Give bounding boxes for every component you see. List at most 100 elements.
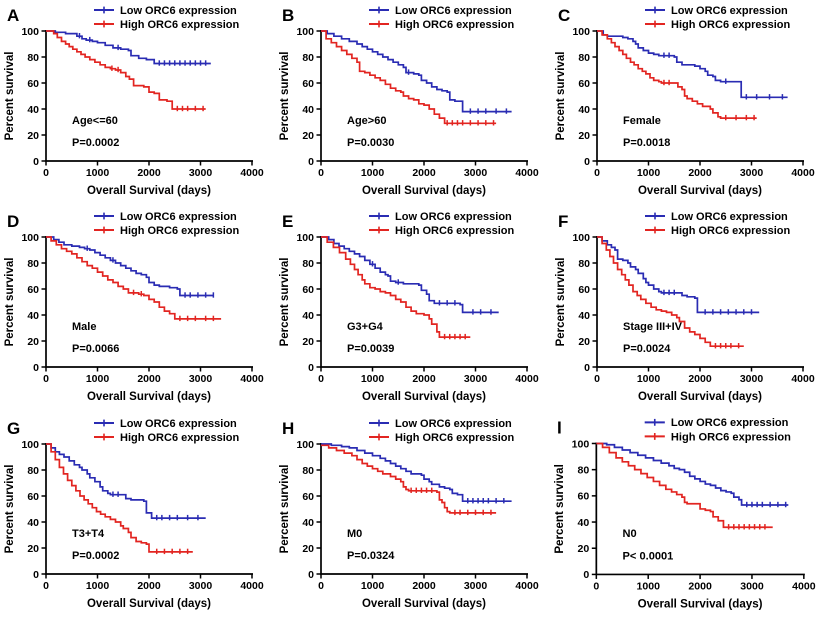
x-tick-label: 1000 (361, 373, 385, 385)
y-tick-label: 40 (578, 104, 590, 116)
y-tick-label: 60 (578, 284, 590, 296)
panel-letter: B (282, 6, 294, 25)
km-panel-A: A Low ORC6 expression High ORC6 expression… (0, 0, 275, 206)
x-tick-label: 0 (318, 167, 324, 179)
p-value-label: P=0.0018 (623, 137, 670, 149)
x-tick-label: 0 (594, 167, 600, 179)
km-chart-F: F Low ORC6 expression High ORC6 expression… (555, 211, 815, 403)
subgroup-label: G3+G4 (347, 321, 384, 333)
subgroup-label: Male (72, 321, 96, 333)
x-tick-label: 2000 (137, 373, 161, 385)
subgroup-label: T3+T4 (72, 528, 105, 540)
x-axis-title: Overall Survival (days) (87, 185, 211, 197)
y-axis-title: Percent survival (4, 465, 16, 554)
x-tick-label: 3000 (740, 581, 764, 593)
y-tick-label: 60 (27, 284, 39, 296)
subgroup-label: Female (623, 115, 661, 127)
km-panel-C: C Low ORC6 expression High ORC6 expression… (550, 0, 827, 206)
legend-label-high: High ORC6 expression (395, 432, 514, 444)
y-tick-label: 60 (302, 284, 314, 296)
x-axis-title: Overall Survival (days) (87, 391, 211, 403)
survival-curve-low (321, 30, 512, 113)
km-panel-E: E Low ORC6 expression High ORC6 expression… (275, 206, 550, 412)
subgroup-label: Age>60 (347, 115, 386, 127)
legend-label-low: Low ORC6 expression (120, 418, 237, 430)
x-tick-label: 0 (318, 580, 324, 592)
y-tick-label: 100 (296, 232, 314, 244)
legend-label-low: Low ORC6 expression (671, 417, 789, 429)
y-axis-title: Percent survival (279, 52, 291, 141)
x-tick-label: 4000 (791, 167, 815, 179)
y-tick-label: 100 (21, 26, 39, 38)
legend-label-low: Low ORC6 expression (671, 211, 788, 223)
legend-label-low: Low ORC6 expression (120, 5, 237, 17)
y-tick-label: 20 (578, 130, 590, 142)
y-tick-label: 60 (578, 491, 590, 503)
y-tick-label: 0 (308, 362, 314, 374)
legend-label-high: High ORC6 expression (120, 225, 239, 237)
x-tick-label: 3000 (464, 167, 488, 179)
y-tick-label: 40 (302, 104, 314, 116)
y-axis-title: Percent survival (555, 52, 567, 141)
x-tick-label: 0 (594, 373, 600, 385)
panel-letter: F (558, 212, 568, 231)
km-chart-C: C Low ORC6 expression High ORC6 expression… (555, 5, 815, 197)
survival-curve-high (46, 236, 222, 320)
y-tick-label: 60 (27, 491, 39, 503)
y-tick-label: 0 (33, 156, 39, 168)
x-tick-label: 0 (593, 581, 599, 593)
survival-curve-high (46, 30, 206, 110)
y-tick-label: 100 (21, 232, 39, 244)
x-tick-label: 4000 (792, 581, 816, 593)
y-axis-title: Percent survival (4, 52, 16, 141)
x-axis-title: Overall Survival (days) (638, 599, 763, 611)
km-chart-E: E Low ORC6 expression High ORC6 expression… (279, 211, 539, 403)
y-tick-label: 20 (27, 130, 39, 142)
x-tick-label: 2000 (688, 373, 712, 385)
y-tick-label: 80 (302, 465, 314, 477)
subgroup-label: Age<=60 (72, 115, 118, 127)
legend-label-high: High ORC6 expression (120, 432, 239, 444)
km-panel-F: F Low ORC6 expression High ORC6 expression… (550, 206, 827, 412)
legend-label-high: High ORC6 expression (120, 19, 239, 31)
y-tick-label: 60 (578, 78, 590, 90)
p-value-label: P=0.0024 (623, 343, 671, 355)
survival-curve-high (321, 30, 497, 125)
y-tick-label: 20 (578, 336, 590, 348)
y-tick-label: 20 (578, 543, 590, 555)
km-panel-G: G Low ORC6 expression High ORC6 expression… (0, 412, 275, 620)
y-tick-label: 80 (27, 465, 39, 477)
x-axis-title: Overall Survival (days) (362, 598, 486, 610)
x-tick-label: 4000 (515, 580, 539, 592)
x-tick-label: 1000 (86, 167, 110, 179)
y-tick-label: 60 (302, 78, 314, 90)
p-value-label: P=0.0066 (72, 343, 119, 355)
survival-curve-low (46, 30, 211, 65)
x-tick-label: 0 (43, 580, 49, 592)
legend-label-low: Low ORC6 expression (671, 5, 788, 17)
y-tick-label: 20 (302, 130, 314, 142)
survival-curve-high (321, 444, 497, 514)
x-tick-label: 4000 (240, 580, 264, 592)
km-panel-B: B Low ORC6 expression High ORC6 expression… (275, 0, 550, 206)
x-tick-label: 2000 (412, 167, 436, 179)
y-tick-label: 80 (302, 52, 314, 64)
y-tick-label: 20 (27, 336, 39, 348)
y-axis-title: Percent survival (554, 464, 566, 553)
x-tick-label: 4000 (240, 167, 264, 179)
x-tick-label: 1000 (86, 373, 110, 385)
legend-label-low: Low ORC6 expression (395, 418, 512, 430)
y-tick-label: 80 (578, 464, 590, 476)
x-axis-title: Overall Survival (days) (638, 185, 762, 197)
legend-label-low: Low ORC6 expression (395, 5, 512, 17)
survival-curve-high (46, 443, 193, 553)
y-tick-label: 100 (296, 26, 314, 38)
y-tick-label: 100 (572, 26, 590, 38)
y-tick-label: 60 (27, 78, 39, 90)
x-tick-label: 2000 (137, 580, 161, 592)
km-chart-D: D Low ORC6 expression High ORC6 expression… (4, 211, 264, 403)
y-tick-label: 40 (578, 310, 590, 322)
survival-curve-low (46, 443, 206, 519)
panel-letter: A (7, 6, 19, 25)
